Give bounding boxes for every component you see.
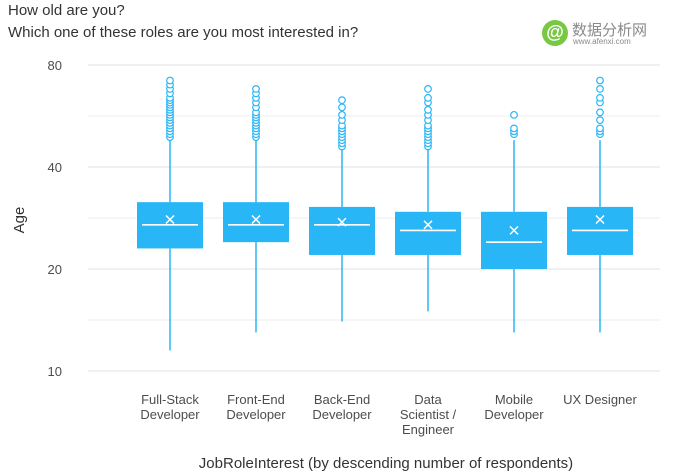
x-tick-label: Scientist /	[400, 407, 457, 422]
x-tick-label: UX Designer	[563, 392, 637, 407]
mean-marker	[337, 217, 347, 227]
box-group	[137, 76, 203, 351]
outlier-point	[166, 76, 174, 85]
x-tick-label: Front-End	[227, 392, 285, 407]
box-group	[223, 85, 289, 333]
iqr-box	[395, 211, 461, 255]
outlier-point	[424, 93, 432, 102]
y-tick-label: 20	[48, 262, 62, 277]
iqr-box	[481, 211, 547, 269]
outlier-point	[424, 105, 432, 114]
outlier-point	[510, 110, 518, 119]
x-axis-label: JobRoleInterest (by descending number of…	[199, 455, 573, 472]
iqr-box	[223, 202, 289, 243]
at-sign-icon: @	[542, 20, 568, 46]
y-tick-label: 40	[48, 160, 62, 175]
outlier-point	[338, 103, 346, 112]
outlier-point	[596, 85, 604, 93]
outlier-point	[510, 124, 518, 133]
watermark-text: 数据分析网	[572, 21, 648, 39]
y-tick-label: 10	[48, 364, 62, 379]
outlier-point	[596, 76, 604, 85]
x-tick-label: Back-End	[314, 392, 370, 407]
outlier-point	[596, 108, 604, 117]
x-tick-label: Developer	[484, 407, 544, 422]
watermark-logo: @ 数据分析网 www.afenxi.com	[542, 20, 682, 48]
axis-layer: 10204080Full-StackDeveloperFront-EndDeve…	[48, 58, 638, 437]
mean-marker	[251, 214, 261, 225]
outlier-point	[596, 124, 604, 133]
x-tick-label: Engineer	[402, 422, 455, 437]
box-group	[395, 85, 461, 312]
y-axis-label: Age	[11, 207, 28, 234]
x-tick-label: Developer	[312, 407, 372, 422]
box-group	[567, 76, 633, 333]
outlier-point	[338, 110, 346, 119]
outlier-point	[252, 85, 260, 93]
mean-marker	[165, 214, 175, 225]
box-layer	[137, 76, 633, 351]
x-tick-label: Mobile	[495, 392, 533, 407]
outlier-point	[424, 85, 432, 93]
outlier-point	[596, 116, 604, 125]
x-tick-label: Data	[414, 392, 442, 407]
watermark-url: www.afenxi.com	[573, 37, 631, 46]
box-group	[481, 110, 547, 333]
outlier-point	[338, 96, 346, 105]
x-tick-label: Developer	[140, 407, 200, 422]
y-tick-label: 80	[48, 58, 62, 73]
box-group	[309, 96, 375, 322]
mean-marker	[423, 220, 433, 230]
mean-marker	[509, 225, 519, 235]
chart-title-line-2: Which one of these roles are you most in…	[8, 24, 359, 41]
x-tick-label: Full-Stack	[141, 392, 199, 407]
mean-marker	[595, 214, 605, 225]
outlier-point	[596, 93, 604, 102]
chart-title-line-1: How old are you?	[8, 2, 125, 19]
iqr-box	[309, 206, 375, 255]
x-tick-label: Developer	[226, 407, 286, 422]
